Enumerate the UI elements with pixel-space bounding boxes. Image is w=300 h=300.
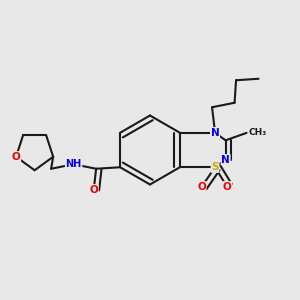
Text: CH₃: CH₃ [248, 128, 266, 137]
Text: O: O [89, 185, 98, 195]
Text: O: O [223, 182, 231, 192]
Text: O: O [12, 152, 20, 162]
Text: N: N [211, 128, 219, 138]
Text: O: O [197, 182, 206, 192]
Text: N: N [221, 155, 230, 165]
Text: S: S [211, 162, 219, 172]
Text: NH: NH [65, 159, 82, 169]
